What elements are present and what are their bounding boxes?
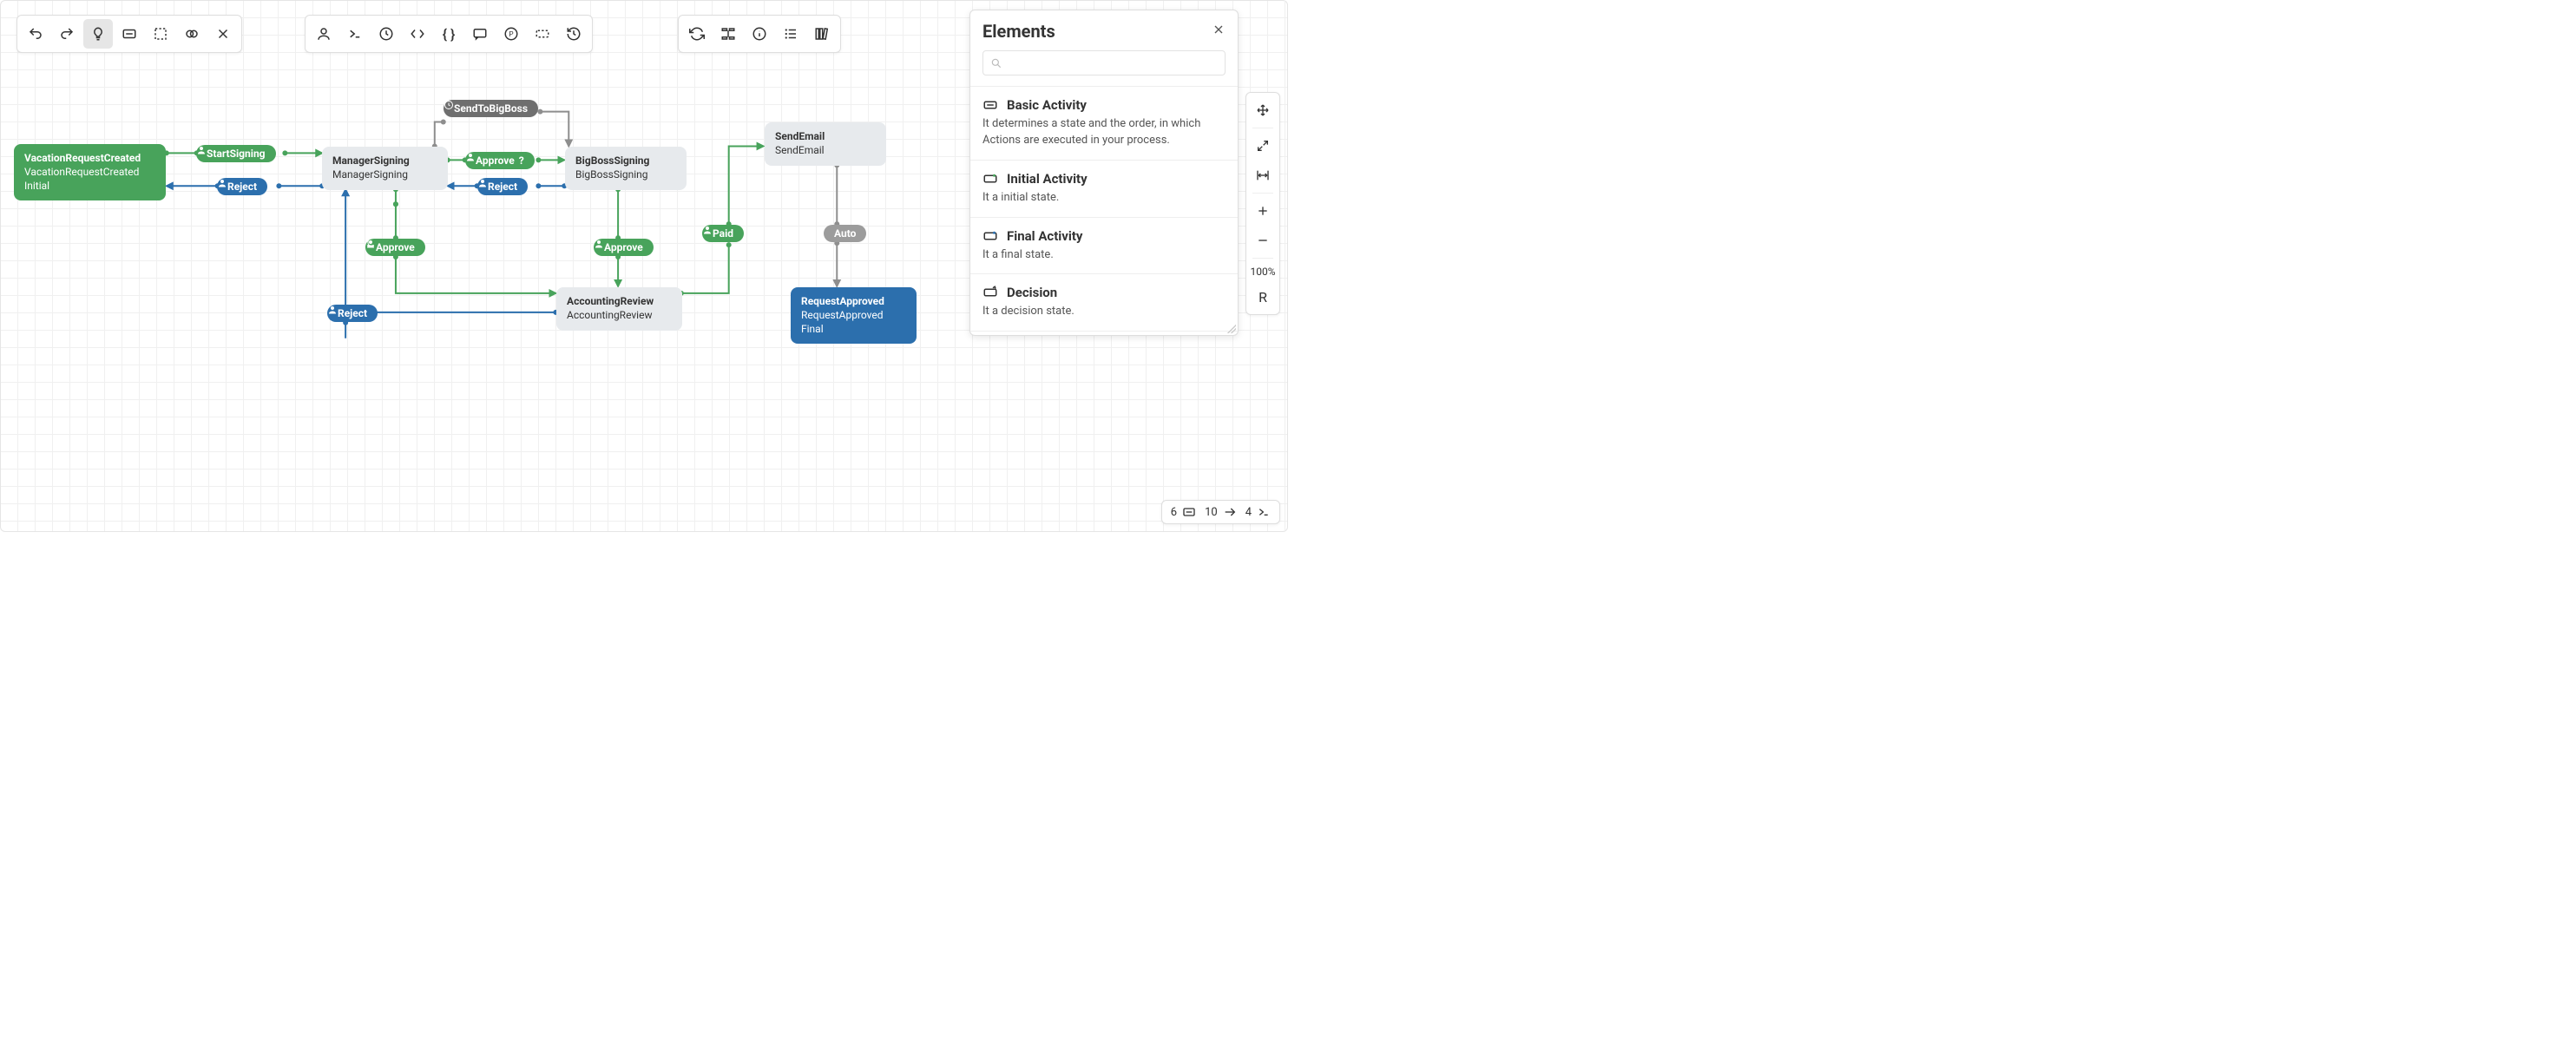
actors-button[interactable]: [309, 19, 338, 49]
timers-button[interactable]: [371, 19, 401, 49]
refresh-button[interactable]: [682, 19, 712, 49]
pan-button[interactable]: [1249, 96, 1277, 124]
layout-button[interactable]: [713, 19, 743, 49]
toolbar-view: [678, 15, 841, 53]
edge-12[interactable]: [396, 257, 555, 293]
edge-18[interactable]: [729, 146, 764, 224]
localize-button[interactable]: [528, 19, 557, 49]
elements-panel[interactable]: Elements Basic Activity It determines a …: [969, 10, 1239, 336]
fullscreen-button[interactable]: [1249, 132, 1277, 160]
toolbar-history: [16, 15, 242, 53]
node-n6[interactable]: RequestApprovedRequestApprovedFinal: [791, 287, 917, 344]
history-button[interactable]: [559, 19, 588, 49]
transition-t_start[interactable]: StartSigning: [196, 145, 276, 162]
arrow-icon: [1223, 505, 1237, 519]
redo-button[interactable]: [52, 19, 82, 49]
status-transitions[interactable]: 10: [1205, 505, 1237, 519]
transition-t_approve1[interactable]: Approve?: [465, 152, 535, 169]
info-button[interactable]: [745, 19, 774, 49]
edge-8[interactable]: [435, 122, 444, 147]
elements-panel-title: Elements: [982, 21, 1055, 42]
element-item-decision[interactable]: Decision It a decision state.: [970, 274, 1238, 332]
element-item-basic-activity[interactable]: Basic Activity It determines a state and…: [970, 87, 1238, 161]
fit-width-button[interactable]: [1249, 161, 1277, 189]
initial-activity-icon: [982, 171, 998, 187]
transition-t_sendtobb[interactable]: SendToBigBoss: [444, 100, 538, 117]
command-icon: [1257, 505, 1271, 519]
library-button[interactable]: [807, 19, 837, 49]
node-n4[interactable]: SendEmailSendEmail: [765, 122, 886, 166]
close-button[interactable]: [208, 19, 238, 49]
legend-button[interactable]: [776, 19, 805, 49]
code-button[interactable]: [403, 19, 432, 49]
transition-t_reject1[interactable]: Reject: [217, 178, 267, 195]
node-n2[interactable]: ManagerSigningManagerSigning: [322, 147, 448, 190]
hint-button[interactable]: [83, 19, 113, 49]
transition-t_paid[interactable]: Paid: [702, 225, 744, 242]
status-commands[interactable]: 4: [1245, 505, 1271, 519]
node-n5[interactable]: AccountingReviewAccountingReview: [556, 287, 682, 331]
transition-t_approve2[interactable]: Approve: [365, 239, 425, 256]
toolbar-zoom: 100% R: [1245, 92, 1280, 315]
transition-t_auto[interactable]: Auto: [824, 225, 866, 242]
transition-t_approve3[interactable]: Approve: [594, 239, 654, 256]
transition-t_reject3[interactable]: Reject: [327, 305, 378, 322]
zoom-in-button[interactable]: [1249, 197, 1277, 225]
elements-search[interactable]: [982, 50, 1226, 76]
edge-9[interactable]: [540, 112, 568, 147]
comments-button[interactable]: [465, 19, 495, 49]
node-n3[interactable]: BigBossSigningBigBossSigning: [565, 147, 687, 190]
commands-button[interactable]: [340, 19, 370, 49]
undo-button[interactable]: [21, 19, 50, 49]
panel-close-button[interactable]: [1212, 23, 1226, 41]
toolbar-scheme: { } P: [305, 15, 593, 53]
panel-resize-grip[interactable]: [1227, 325, 1236, 333]
node-n1[interactable]: VacationRequestCreatedVacationRequestCre…: [14, 144, 166, 200]
status-activities[interactable]: 6: [1171, 505, 1196, 519]
inline-button[interactable]: [177, 19, 207, 49]
zoom-reset-button[interactable]: R: [1249, 283, 1277, 311]
processes-button[interactable]: P: [496, 19, 526, 49]
final-activity-icon: [982, 228, 998, 244]
zoom-level: 100%: [1250, 262, 1275, 281]
element-item-final-activity[interactable]: Final Activity It a final state.: [970, 218, 1238, 275]
activity-button[interactable]: [115, 19, 144, 49]
activity-icon: [982, 97, 998, 113]
transition-t_reject2[interactable]: Reject: [477, 178, 528, 195]
element-item-initial-activity[interactable]: Initial Activity It a initial state.: [970, 161, 1238, 218]
edge-17[interactable]: [681, 245, 729, 293]
decision-icon: [982, 285, 998, 300]
select-button[interactable]: [146, 19, 175, 49]
params-button[interactable]: { }: [434, 19, 463, 49]
elements-search-input[interactable]: [1008, 56, 1218, 69]
activity-icon: [1182, 505, 1196, 519]
search-icon: [990, 57, 1002, 69]
svg-text:P: P: [509, 30, 513, 39]
status-bar: 6 10 4: [1161, 500, 1280, 524]
zoom-out-button[interactable]: [1249, 227, 1277, 254]
